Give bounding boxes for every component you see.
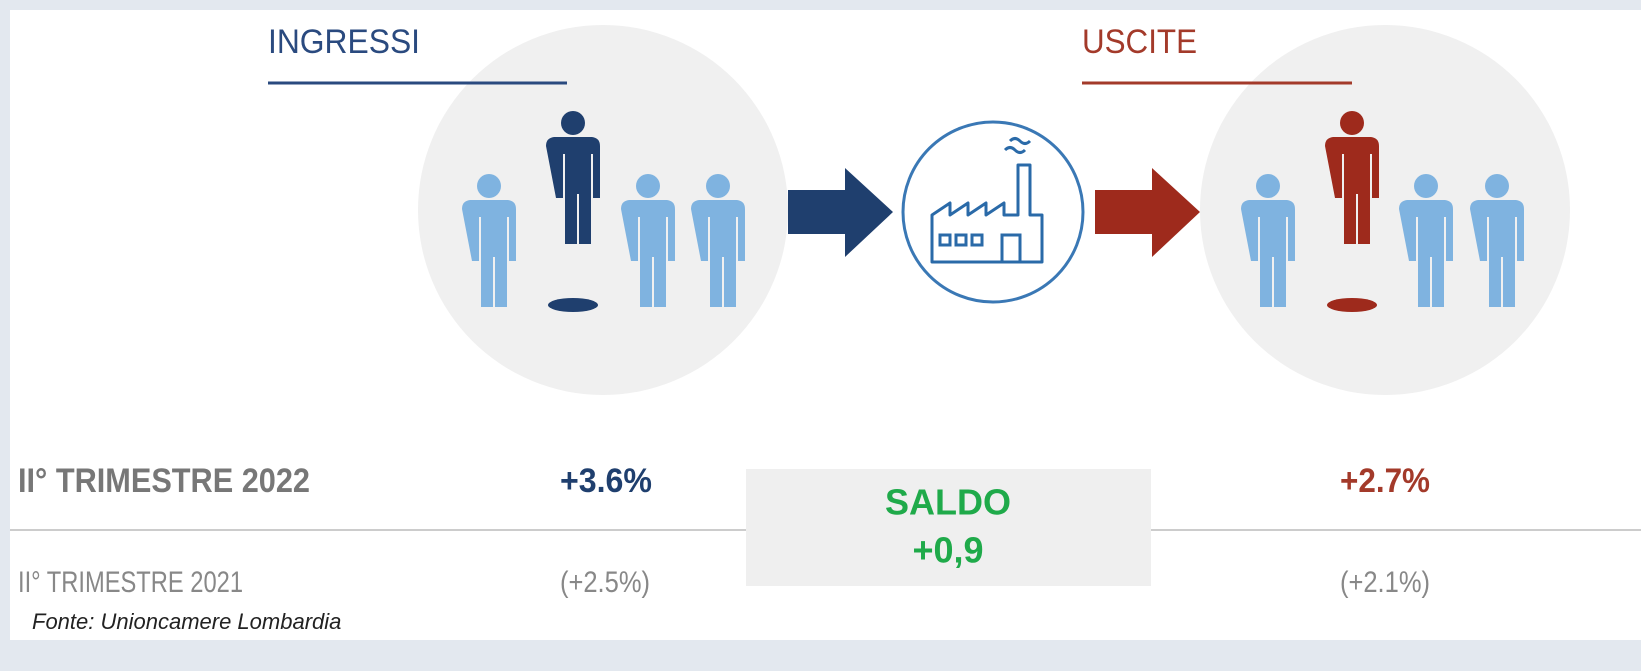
uscite-value: (+2.1%)	[1340, 566, 1430, 599]
ingressi-value: +3.6%	[560, 462, 652, 500]
ingressi-value: (+2.5%)	[560, 566, 650, 599]
uscite-value: +2.7%	[1340, 462, 1430, 500]
head	[1485, 174, 1509, 198]
arrow-in	[788, 168, 893, 257]
person-icon	[1241, 174, 1295, 307]
head	[706, 174, 730, 198]
saldo-label: SALDO	[885, 482, 1011, 523]
ingressi-heading: INGRESSI	[268, 23, 420, 61]
factory-icon	[901, 120, 1085, 304]
person-icon	[1325, 111, 1379, 312]
body	[1325, 137, 1379, 244]
people	[462, 111, 1524, 312]
shadow	[1327, 298, 1377, 312]
row-label: II° TRIMESTRE 2021	[18, 566, 243, 599]
shadow	[548, 298, 598, 312]
ingressi-circle	[418, 25, 788, 395]
body	[462, 200, 516, 307]
row-label: II° TRIMESTRE 2022	[18, 462, 310, 500]
head	[477, 174, 501, 198]
person-icon	[546, 111, 600, 312]
head	[636, 174, 660, 198]
uscite-circle	[1200, 25, 1570, 395]
body	[621, 200, 675, 307]
person-icon	[621, 174, 675, 307]
body	[1399, 200, 1453, 307]
uscite-heading: USCITE	[1082, 23, 1197, 61]
head	[1414, 174, 1438, 198]
body	[691, 200, 745, 307]
person-icon	[1399, 174, 1453, 307]
body	[1470, 200, 1524, 307]
person-icon	[462, 174, 516, 307]
source: Fonte: Unioncamere Lombardia	[32, 609, 341, 634]
arrow-out	[1095, 168, 1200, 257]
head	[561, 111, 585, 135]
saldo-box	[746, 469, 1151, 586]
saldo-value: +0,9	[912, 530, 983, 571]
person-icon	[691, 174, 745, 307]
body	[546, 137, 600, 244]
person-icon	[1470, 174, 1524, 307]
head	[1256, 174, 1280, 198]
head	[1340, 111, 1364, 135]
body	[1241, 200, 1295, 307]
